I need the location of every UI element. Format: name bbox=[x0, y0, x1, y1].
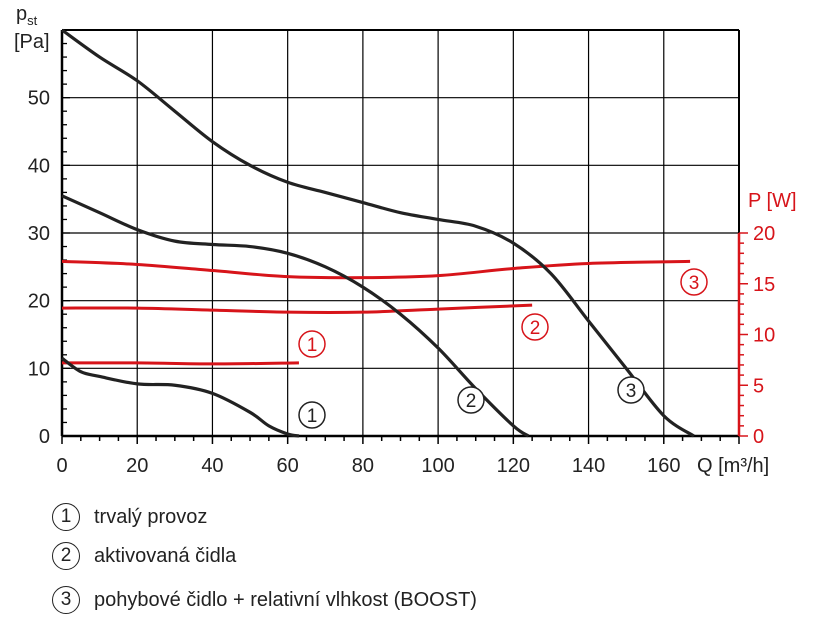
legend-text: trvalý provoz bbox=[94, 505, 208, 528]
pressure-curve-2 bbox=[61, 194, 530, 438]
y-tick-label: 10 bbox=[28, 358, 50, 380]
power-curve-marker-label: 3 bbox=[689, 273, 700, 294]
pressure-curve-marker-circle bbox=[617, 376, 645, 404]
power-curve-marker-circle bbox=[298, 330, 326, 358]
y-tick-label: 0 bbox=[39, 426, 50, 448]
power-curve-marker-label: 1 bbox=[307, 335, 318, 356]
x-tick-label: 20 bbox=[126, 455, 148, 477]
pressure-curve-1 bbox=[61, 356, 300, 438]
x-axis-label: Q [m³/h] bbox=[697, 455, 769, 477]
power-curve-1 bbox=[61, 361, 299, 366]
x-tick-label: 160 bbox=[647, 455, 680, 477]
pressure-curve-marker-label: 1 bbox=[307, 406, 318, 427]
y-tick-label: 20 bbox=[28, 291, 50, 313]
power-curve-marker-label: 2 bbox=[530, 318, 541, 339]
y2-tick-label: 5 bbox=[753, 375, 764, 397]
legend-text: aktivovaná čidla bbox=[94, 544, 237, 567]
pressure-curve-3 bbox=[61, 28, 695, 438]
power-curve-marker-circle bbox=[680, 268, 708, 296]
y-axis-unit: [Pa] bbox=[14, 31, 50, 53]
y2-tick-label: 0 bbox=[753, 426, 764, 448]
y2-axis-label: P [W] bbox=[748, 190, 797, 212]
legend-item-3: 3 pohybové čidlo + relativní vlhkost (BOO… bbox=[52, 586, 477, 614]
x-tick-label: 40 bbox=[201, 455, 223, 477]
pressure-curve-marker-label: 3 bbox=[626, 381, 637, 402]
y2-tick-label: 15 bbox=[753, 274, 775, 296]
y-axis-label: pst bbox=[16, 3, 38, 28]
x-tick-label: 100 bbox=[421, 455, 454, 477]
fan-performance-chart: 0 20 40 60 80 100 120 140 160 0 10 20 30 40 50 0 5 10 15 20… bbox=[14, 3, 797, 477]
legend-item-2: 2 aktivovaná čidla bbox=[52, 542, 236, 570]
x-tick-label: 80 bbox=[352, 455, 374, 477]
pressure-curve-marker-circle bbox=[457, 386, 485, 414]
y2-tick-label: 20 bbox=[753, 223, 775, 245]
x-tick-label: 140 bbox=[572, 455, 605, 477]
pressure-curve-marker-label: 2 bbox=[466, 391, 477, 412]
legend-text: pohybové čidlo + relativní vlhkost (BOOS… bbox=[94, 588, 477, 611]
y2-tick-label: 10 bbox=[753, 325, 775, 347]
x-tick-label: 60 bbox=[277, 455, 299, 477]
y-tick-label: 40 bbox=[28, 155, 50, 177]
power-curve-marker-circle bbox=[521, 313, 549, 341]
legend-number: 3 bbox=[52, 586, 80, 614]
y-tick-label: 30 bbox=[28, 223, 50, 245]
power-curve-2 bbox=[61, 303, 533, 314]
power-curve-3 bbox=[61, 259, 691, 280]
legend-number: 2 bbox=[52, 542, 80, 570]
legend-item-1: 1 trvalý provoz bbox=[52, 503, 207, 531]
y-tick-label: 50 bbox=[28, 88, 50, 110]
x-tick-label: 0 bbox=[56, 455, 67, 477]
legend-number: 1 bbox=[52, 503, 80, 531]
pressure-curve-marker-circle bbox=[298, 401, 326, 429]
x-tick-label: 120 bbox=[497, 455, 530, 477]
